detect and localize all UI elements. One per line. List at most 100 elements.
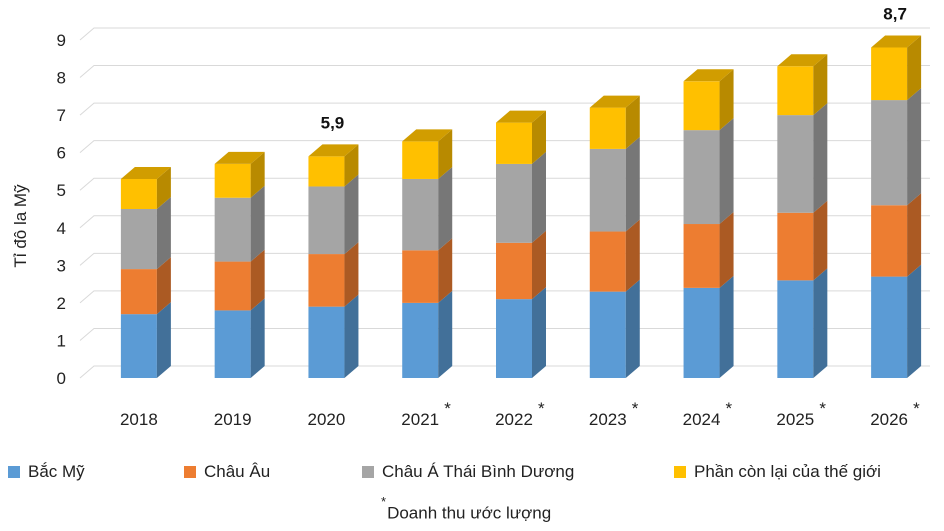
y-tick-label: 6	[57, 144, 66, 163]
legend-swatch	[184, 466, 196, 478]
x-tick-label: 2026	[870, 410, 908, 429]
bar-segment-side	[250, 151, 265, 198]
bar-segment-side	[719, 69, 734, 131]
gridline	[79, 177, 930, 191]
bar-segment	[683, 287, 720, 378]
gridline	[79, 215, 930, 229]
bar-segment-side	[438, 166, 453, 251]
bar-segment-side	[719, 118, 734, 225]
bar-segment-side	[344, 144, 359, 187]
y-tick-label: 9	[57, 31, 66, 50]
x-tick-label: 2023	[589, 410, 627, 429]
x-tick-label: 2022	[495, 410, 533, 429]
bar-segment-side	[813, 200, 828, 281]
legend-label: Bắc Mỹ	[28, 462, 85, 481]
bar-segment	[496, 163, 532, 243]
bar-top	[308, 144, 359, 157]
bar-segment-side	[907, 193, 922, 277]
legend-label: Châu Âu	[204, 462, 271, 481]
bar-segment-side	[813, 268, 828, 378]
bar-segment	[214, 163, 251, 198]
y-axis-title: Tỉ đô la Mỹ	[11, 184, 30, 268]
bar-segment	[589, 148, 626, 232]
bar-segment	[777, 115, 814, 213]
x-tick-marker: *	[913, 399, 920, 418]
bar-segment	[683, 81, 720, 131]
x-tick-label: 2021	[401, 410, 439, 429]
bar-segment	[120, 209, 157, 270]
bar-segment	[777, 280, 814, 378]
bar-top	[120, 166, 171, 179]
bar-segment	[308, 186, 345, 255]
bar-segment-side	[625, 279, 640, 378]
bar-top	[683, 69, 734, 82]
legend-swatch	[8, 466, 20, 478]
bar-segment	[496, 299, 532, 378]
bar-segment	[871, 100, 908, 206]
gridline	[79, 140, 930, 154]
bar-segment-side	[156, 257, 171, 315]
bar-segment-side	[625, 219, 640, 292]
bar-segment-side	[813, 54, 828, 116]
gridline	[79, 290, 930, 304]
y-tick-label: 1	[57, 331, 66, 350]
bar-segment	[214, 197, 251, 262]
x-tick-label: 2018	[120, 410, 158, 429]
bar-segment-side	[344, 294, 359, 378]
bar-segment	[589, 107, 626, 149]
bar-segment	[777, 66, 814, 116]
bar-segment	[871, 47, 908, 101]
bar-segment	[120, 269, 157, 315]
bar-segment-side	[156, 166, 171, 209]
bar-segment	[683, 224, 720, 288]
bar-segment-side	[532, 151, 546, 243]
x-tick-label: 2025	[776, 410, 814, 429]
bar-top	[496, 110, 546, 123]
bar-top	[214, 151, 265, 164]
stacked-bar-chart: 0 1 2 3 4 5 6 7 8 9 2018 2019 2020 5,9 2021 * 2022 * 2023 *…	[11, 5, 930, 429]
bar-segment	[589, 231, 626, 292]
bar-segment-side	[250, 249, 265, 311]
bar-top	[402, 129, 453, 142]
bar-segment	[589, 291, 626, 378]
x-tick-marker: *	[819, 399, 826, 418]
footnote-marker: *	[381, 494, 387, 509]
gridlines	[79, 27, 930, 379]
bar-segment-side	[907, 35, 922, 101]
x-tick-marker: *	[538, 399, 545, 418]
x-tick-label: 2019	[214, 410, 252, 429]
bar-segment-side	[625, 136, 640, 232]
bar-segment	[402, 302, 439, 378]
bar-segment	[496, 242, 532, 300]
x-tick-label: 2024	[683, 410, 721, 429]
footnote-text: Doanh thu ước lượng	[387, 503, 552, 523]
bar-segment	[683, 130, 720, 225]
legend-item: Bắc Mỹ	[8, 462, 85, 482]
bar-segment-side	[532, 110, 546, 164]
data-label: 8,7	[883, 5, 907, 24]
bar-segment-side	[907, 264, 922, 378]
bar-segment	[402, 178, 439, 251]
bar-segment-side	[532, 230, 546, 300]
y-tick-label: 8	[57, 69, 66, 88]
footnote: *Doanh thu ước lượng	[381, 494, 552, 524]
bar-segment	[214, 261, 251, 311]
x-tick-marker: *	[444, 399, 451, 418]
bar-top	[871, 35, 922, 48]
legend-label: Châu Á Thái Bình Dương	[382, 462, 575, 481]
data-label: 5,9	[321, 113, 345, 132]
gridline	[79, 27, 930, 41]
bar-segment	[871, 276, 908, 378]
legend-item: Phần còn lại của thế giới	[674, 462, 881, 482]
bar-segment-side	[250, 298, 265, 378]
bar-segment-side	[719, 212, 734, 288]
x-tick-marker: *	[726, 399, 733, 418]
bar-segment	[120, 314, 157, 378]
bar-top	[589, 95, 640, 108]
y-tick-label: 3	[57, 256, 66, 275]
gridline	[79, 102, 930, 116]
y-tick-label: 5	[57, 181, 66, 200]
gridline	[79, 327, 930, 341]
y-tick-label: 0	[57, 369, 66, 388]
bar-segment	[120, 178, 157, 209]
